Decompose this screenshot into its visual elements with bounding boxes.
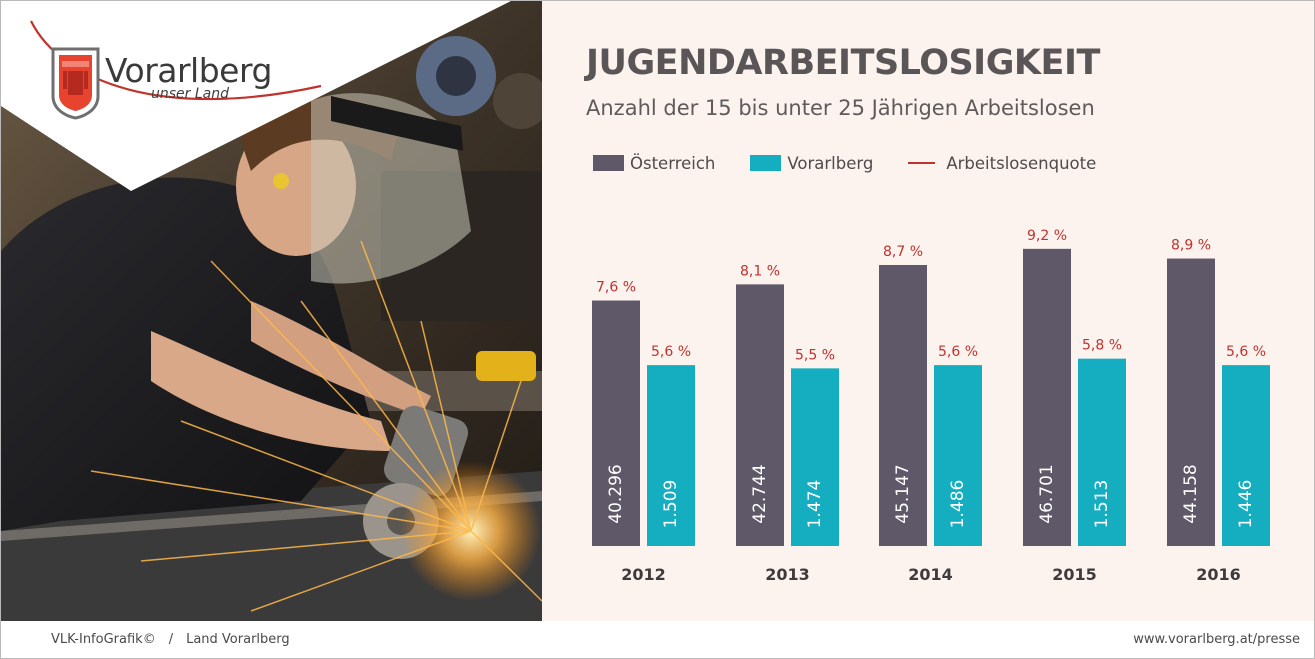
bar-austria-2013 (736, 284, 784, 546)
chart-subtitle: Anzahl der 15 bis unter 25 Jährigen Arbe… (586, 96, 1095, 120)
legend-item-austria: Österreich (593, 154, 715, 173)
logo-tagline: unser Land (151, 86, 229, 102)
value-label-austria-2016: 44.158 (1181, 464, 1201, 523)
rate-label-vorarlberg-2016: 5,6 % (1226, 344, 1266, 360)
bar-austria-2015 (1023, 248, 1071, 546)
rate-label-vorarlberg-2013: 5,5 % (795, 347, 835, 363)
bar-vorarlberg-2013 (791, 368, 839, 546)
rate-label-austria-2014: 8,7 % (883, 244, 923, 260)
value-label-austria-2012: 40.296 (606, 464, 626, 523)
legend-label-austria: Österreich (630, 153, 716, 173)
value-label-vorarlberg-2012: 1.509 (661, 480, 681, 529)
bar-vorarlberg-2016 (1222, 365, 1270, 546)
chart-title: JUGENDARBEITSLOSIGKEIT (586, 43, 1100, 83)
rate-label-vorarlberg-2014: 5,6 % (938, 344, 978, 360)
year-label-2012: 2012 (621, 565, 666, 584)
rate-label-austria-2012: 7,6 % (596, 280, 636, 296)
rate-label-vorarlberg-2012: 5,6 % (651, 344, 691, 360)
year-label-2014: 2014 (908, 565, 953, 584)
legend-label-rate: Arbeitslosenquote (946, 153, 1097, 173)
footer: VLK-InfoGrafik© / Land Vorarlberg www.vora… (1, 621, 1314, 658)
rate-label-austria-2016: 8,9 % (1171, 238, 1211, 254)
value-label-austria-2014: 45.147 (893, 464, 913, 523)
chart-panel: JUGENDARBEITSLOSIGKEIT Anzahl der 15 bis… (542, 1, 1314, 621)
footer-org: Land Vorarlberg (186, 632, 290, 647)
year-label-2016: 2016 (1196, 565, 1241, 584)
bar-austria-2014 (879, 264, 927, 546)
photo-illustration (1, 1, 542, 621)
bar-austria-2016 (1167, 258, 1215, 546)
bar-vorarlberg-2014 (934, 365, 982, 546)
value-label-vorarlberg-2016: 1.446 (1236, 480, 1256, 529)
value-label-vorarlberg-2015: 1.513 (1092, 480, 1112, 529)
value-label-vorarlberg-2014: 1.486 (948, 480, 968, 529)
footer-source-label: VLK-InfoGrafik© (51, 632, 156, 647)
rate-label-austria-2015: 9,2 % (1027, 228, 1067, 244)
bar-austria-2012 (592, 300, 640, 546)
value-label-austria-2015: 46.701 (1037, 464, 1057, 523)
chart-legend: Österreich Vorarlberg Arbeitslosenquote (593, 151, 1131, 175)
rate-label-austria-2013: 8,1 % (740, 263, 780, 279)
footer-url[interactable]: www.vorarlberg.at/presse (1133, 632, 1300, 647)
workshop-photo: Vorarlberg unser Land (1, 1, 542, 621)
footer-source: VLK-InfoGrafik© / Land Vorarlberg (51, 632, 290, 647)
legend-item-vorarlberg: Vorarlberg (750, 154, 873, 173)
value-label-vorarlberg-2013: 1.474 (805, 480, 825, 529)
value-label-austria-2013: 42.744 (750, 464, 770, 523)
bar-chart: 7,6 % 5,6 % 40.296 1.509 2012 8,1 % 5,5 % 42.74… (592, 228, 1270, 584)
rate-label-vorarlberg-2015: 5,8 % (1082, 338, 1122, 354)
bar-vorarlberg-2015 (1078, 358, 1126, 546)
legend-swatch-austria (593, 155, 624, 171)
legend-swatch-vorarlberg (750, 155, 782, 171)
bar-vorarlberg-2012 (647, 365, 695, 546)
legend-line-rate (908, 162, 936, 164)
logo-name: Vorarlberg (105, 51, 272, 90)
footer-separator: / (168, 632, 174, 647)
coat-of-arms-icon (51, 47, 100, 120)
year-label-2013: 2013 (765, 565, 810, 584)
legend-label-vorarlberg: Vorarlberg (787, 153, 874, 173)
year-label-2015: 2015 (1052, 565, 1097, 584)
legend-item-rate: Arbeitslosenquote (908, 154, 1096, 173)
